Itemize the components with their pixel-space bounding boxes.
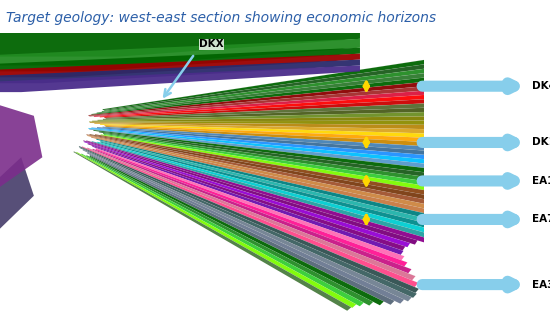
Polygon shape [91,71,482,115]
Polygon shape [94,87,471,117]
Polygon shape [96,149,408,266]
Polygon shape [91,137,464,222]
Polygon shape [87,153,404,304]
Polygon shape [81,154,364,306]
Polygon shape [97,127,482,160]
Polygon shape [89,128,466,168]
Polygon shape [84,141,410,247]
Polygon shape [100,92,463,117]
Text: DK1: DK1 [532,138,550,147]
Polygon shape [94,123,468,135]
Polygon shape [86,155,373,306]
Polygon shape [81,146,419,287]
Polygon shape [91,128,475,164]
Polygon shape [79,147,417,298]
Polygon shape [89,120,453,125]
Polygon shape [0,54,360,77]
Polygon shape [104,125,482,145]
Polygon shape [97,142,447,238]
Polygon shape [92,146,404,255]
Polygon shape [0,39,360,65]
Polygon shape [95,148,404,260]
Polygon shape [104,59,466,111]
Polygon shape [103,134,436,187]
Polygon shape [95,134,442,198]
Polygon shape [92,116,447,121]
Polygon shape [0,65,360,92]
Text: DKX: DKX [199,39,224,49]
Polygon shape [0,92,42,216]
Polygon shape [87,148,415,280]
Text: EA3: EA3 [532,280,550,290]
Text: EA13: EA13 [532,176,550,186]
Polygon shape [0,157,34,270]
Polygon shape [101,134,438,192]
Polygon shape [102,62,474,112]
Polygon shape [87,135,460,216]
Polygon shape [96,139,464,227]
Polygon shape [99,132,442,179]
Text: DK4: DK4 [532,81,550,91]
Polygon shape [103,133,437,183]
Polygon shape [90,122,460,130]
Polygon shape [73,151,351,311]
Polygon shape [87,143,405,251]
Polygon shape [82,150,412,301]
Polygon shape [94,130,449,175]
Polygon shape [83,140,417,244]
Polygon shape [90,155,394,305]
Polygon shape [91,141,437,240]
Polygon shape [0,60,360,83]
Polygon shape [100,140,461,231]
Polygon shape [0,48,360,71]
Polygon shape [86,134,455,210]
Polygon shape [89,134,448,204]
Polygon shape [86,140,427,242]
Text: EA7 to EA9: EA7 to EA9 [532,215,550,224]
Polygon shape [106,102,449,119]
Polygon shape [102,127,485,155]
Text: Target geology: west-east section showing economic horizons: Target geology: west-east section showin… [6,11,436,25]
Polygon shape [97,112,445,121]
Polygon shape [0,18,360,57]
Polygon shape [89,156,384,305]
Polygon shape [76,152,356,308]
Polygon shape [103,107,446,120]
Polygon shape [79,146,419,293]
Polygon shape [103,55,457,110]
Polygon shape [97,66,480,114]
Polygon shape [90,82,477,116]
Polygon shape [104,97,455,118]
Polygon shape [100,142,455,235]
Polygon shape [100,124,476,140]
Polygon shape [89,76,481,116]
Polygon shape [89,129,458,172]
Polygon shape [92,149,411,273]
Polygon shape [106,126,485,150]
